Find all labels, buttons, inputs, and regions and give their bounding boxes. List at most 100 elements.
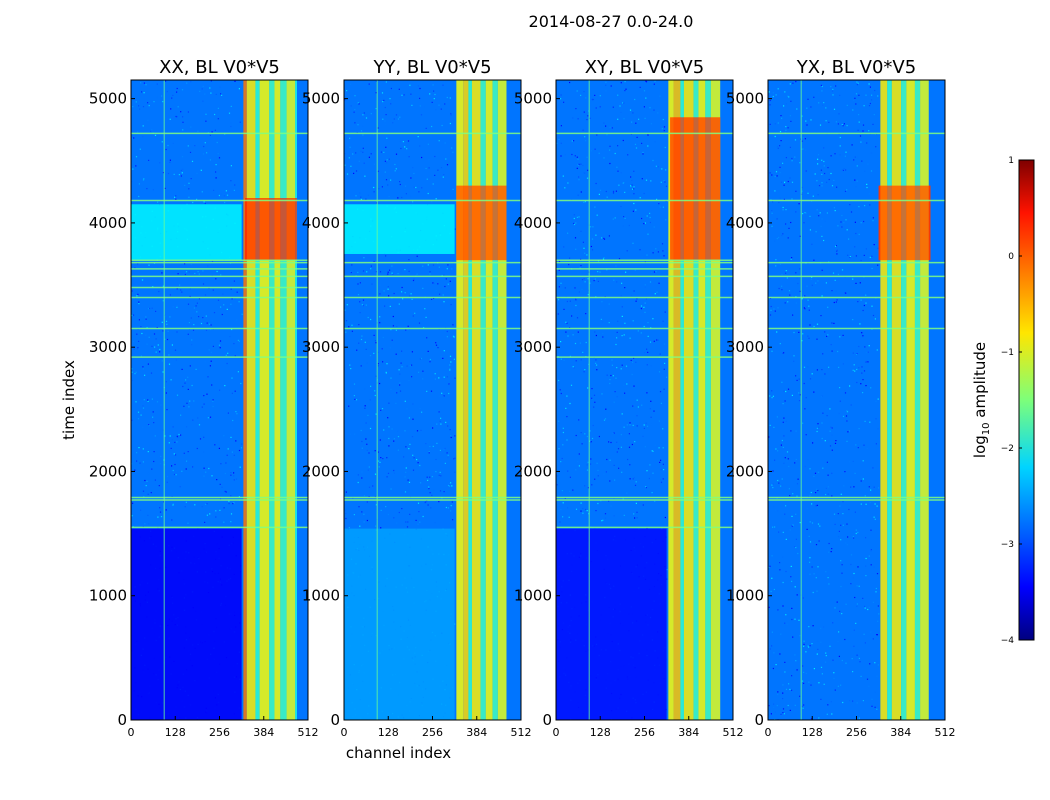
noise-pixel — [797, 478, 799, 480]
noise-pixel — [187, 145, 189, 147]
noise-pixel — [211, 260, 214, 262]
noise-pixel — [138, 447, 140, 449]
noise-pixel — [441, 392, 443, 394]
noise-pixel — [624, 191, 626, 193]
noise-pixel — [620, 446, 622, 448]
noise-pixel — [833, 179, 835, 181]
noise-pixel — [802, 137, 804, 139]
noise-pixel — [605, 471, 607, 473]
noise-pixel — [799, 394, 801, 396]
noise-pixel — [360, 198, 362, 200]
noise-pixel — [826, 713, 828, 715]
noise-pixel — [624, 392, 626, 394]
noise-pixel — [395, 153, 398, 155]
noise-pixel — [348, 527, 350, 529]
noise-pixel — [558, 286, 560, 288]
noise-pixel — [874, 691, 876, 693]
noise-pixel — [345, 517, 347, 520]
noise-pixel — [410, 177, 412, 179]
noise-pixel — [831, 290, 833, 292]
noise-pixel — [842, 415, 845, 417]
noise-pixel — [216, 479, 218, 481]
noise-pixel — [844, 89, 846, 91]
noise-pixel — [616, 367, 618, 369]
noise-pixel — [812, 591, 814, 594]
noise-pixel — [856, 585, 858, 587]
noise-pixel — [833, 322, 835, 324]
noise-pixel — [203, 467, 205, 469]
noise-pixel — [789, 529, 791, 531]
noise-pixel — [652, 472, 654, 474]
noise-pixel — [374, 394, 376, 397]
noise-pixel — [137, 347, 139, 349]
noise-pixel — [792, 493, 794, 495]
noise-pixel — [419, 97, 421, 99]
noise-pixel — [575, 469, 577, 471]
noise-pixel — [575, 108, 577, 110]
noise-pixel — [799, 235, 801, 237]
noise-pixel — [603, 419, 606, 421]
noise-pixel — [440, 417, 442, 419]
noise-pixel — [454, 471, 456, 473]
noise-pixel — [222, 293, 224, 295]
noise-pixel — [789, 294, 791, 296]
y-tick-label: 0 — [117, 711, 127, 729]
noise-pixel — [805, 672, 807, 674]
noise-pixel — [187, 303, 190, 305]
noise-pixel — [220, 463, 222, 465]
noise-pixel — [779, 562, 781, 564]
noise-pixel — [176, 306, 178, 308]
noise-pixel — [435, 344, 438, 346]
noise-pixel — [664, 181, 666, 183]
noise-pixel — [771, 631, 773, 633]
noise-pixel — [659, 205, 661, 207]
noise-pixel — [835, 301, 837, 303]
noise-pixel — [840, 684, 842, 686]
noise-pixel — [771, 645, 773, 647]
noise-pixel — [666, 578, 668, 580]
noise-pixel — [866, 447, 868, 450]
noise-pixel — [212, 345, 214, 347]
noise-pixel — [856, 180, 858, 182]
noise-pixel — [159, 351, 161, 353]
noise-pixel — [359, 525, 361, 527]
noise-pixel — [612, 375, 614, 377]
noise-pixel — [632, 361, 634, 363]
noise-pixel — [798, 378, 800, 380]
noise-pixel — [813, 259, 815, 261]
noise-pixel — [614, 152, 616, 155]
noise-pixel — [586, 177, 589, 179]
noise-pixel — [785, 129, 787, 131]
noise-pixel — [429, 358, 431, 361]
noise-pixel — [419, 105, 421, 107]
noise-pixel — [215, 177, 217, 179]
noise-pixel — [861, 476, 863, 478]
noise-pixel — [176, 116, 178, 118]
noise-pixel — [186, 402, 188, 404]
noise-pixel — [408, 295, 411, 297]
noise-pixel — [864, 346, 866, 348]
noise-pixel — [405, 446, 407, 448]
noise-pixel — [385, 372, 387, 374]
noise-pixel — [161, 141, 163, 143]
noise-pixel — [226, 194, 229, 196]
noise-pixel — [813, 325, 815, 328]
noise-pixel — [428, 452, 430, 454]
noise-pixel — [783, 435, 785, 437]
noise-pixel — [653, 109, 655, 111]
noise-pixel — [780, 713, 782, 715]
noise-pixel — [185, 379, 187, 381]
noise-pixel — [134, 469, 136, 471]
noise-pixel — [831, 548, 833, 550]
noise-pixel — [785, 103, 787, 105]
noise-pixel — [377, 363, 379, 365]
noise-pixel — [657, 112, 659, 114]
noise-pixel — [450, 361, 452, 363]
noise-pixel — [577, 194, 579, 196]
noise-pixel — [630, 186, 632, 188]
noise-pixel — [666, 558, 668, 560]
noise-pixel — [571, 315, 573, 317]
noise-pixel — [633, 385, 635, 387]
noise-pixel — [176, 288, 178, 290]
noise-pixel — [447, 264, 449, 266]
